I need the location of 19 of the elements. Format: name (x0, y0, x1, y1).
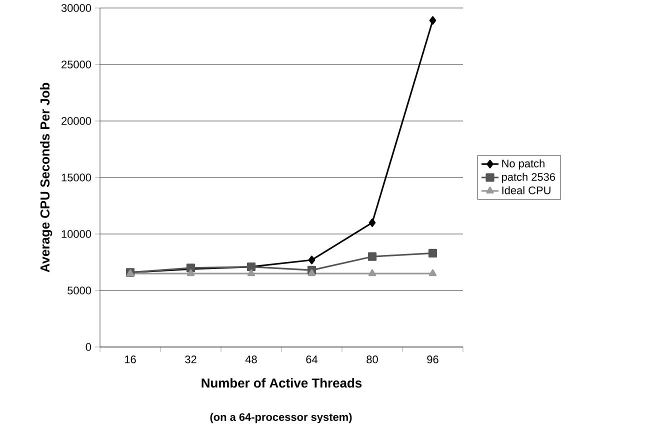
legend-label: Ideal CPU (502, 186, 550, 194)
x-tick-label: 16 (124, 356, 136, 364)
y-tick-label: 25000 (62, 60, 92, 68)
y-axis-title: Average CPU Seconds Per Job (40, 82, 52, 272)
text: (on a 64-processor system) (210, 412, 352, 424)
x-tick-label: 80 (366, 356, 378, 364)
legend-label: No patch (502, 159, 544, 170)
x-tick-label: 96 (427, 356, 438, 364)
x-tick-label: 64 (306, 356, 318, 364)
x-tick-label: 48 (245, 356, 257, 364)
y-tick-label: 10000 (62, 230, 92, 238)
y-tick-label: 20000 (62, 117, 92, 125)
x-tick-label: 32 (185, 356, 196, 364)
y-tick-label: 30000 (61, 4, 92, 12)
y-tick-label: 0 (86, 343, 92, 351)
x-axis-title: Number of Active Threads (202, 378, 362, 388)
y-tick-label: 15000 (62, 174, 92, 182)
legend-label: patch 2536 (502, 172, 556, 183)
y-tick-label: 5000 (68, 286, 92, 294)
